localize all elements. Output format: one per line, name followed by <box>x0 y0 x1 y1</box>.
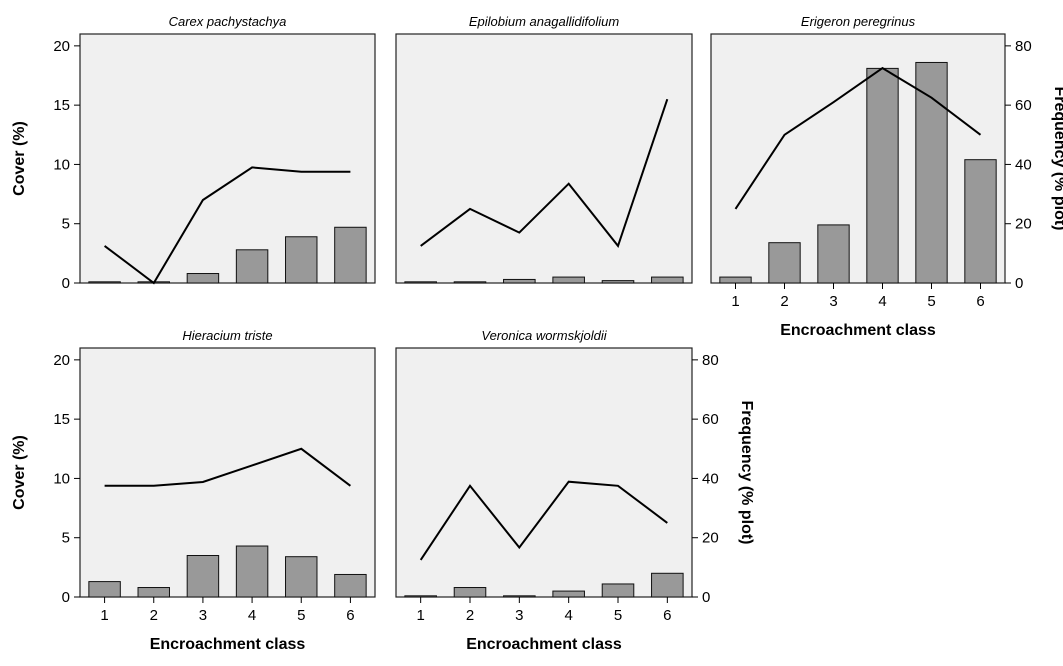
panel-4-x-tick-label-6: 6 <box>346 607 354 624</box>
panel-1-cover-bar-3 <box>186 273 220 284</box>
panel-1-plot-area <box>79 33 376 284</box>
panel-3-cover-bar-3 <box>817 224 850 284</box>
panel-3-x-axis-label: Encroachment class <box>780 322 936 339</box>
panel-2-cover-bar-5 <box>601 280 635 284</box>
panel-3-plot-area <box>710 33 1006 284</box>
panel-3-right-tick-label: 60 <box>1015 97 1032 114</box>
panel-1-left-tick-label: 10 <box>53 156 70 173</box>
panel-4-x-tick-label-4: 4 <box>248 607 256 624</box>
panel-2-cover-bar-4 <box>552 276 585 284</box>
panel-2-title: Epilobium anagallidifolium <box>469 14 619 29</box>
panel-5-right-tick-label: 40 <box>702 470 719 487</box>
panel-3-cover-bar-6 <box>964 159 997 284</box>
panel-1-cover-bar-6 <box>334 226 367 284</box>
panel-3-x-tick-label-6: 6 <box>976 293 984 310</box>
panel-3-frequency-line <box>734 66 982 210</box>
panel-5-title: Veronica wormskjoldii <box>481 328 607 343</box>
panel-5-cover-bar-5 <box>601 583 635 598</box>
panel-4-left-tick-label: 20 <box>53 352 70 369</box>
panel-4-x-tick-label-3: 3 <box>199 607 207 624</box>
panel-5-x-tick-label-2: 2 <box>466 607 474 624</box>
panel-4-cover-bar-6 <box>334 573 367 598</box>
panel-4-x-tick-label-2: 2 <box>150 607 158 624</box>
panel-5-right-tick-label: 80 <box>702 352 719 369</box>
panel-1-cover-axis-label: Cover (%) <box>11 121 28 196</box>
panel-2: Epilobium anagallidifolium <box>395 14 693 284</box>
panel-1-left-tick-label: 0 <box>62 275 70 292</box>
panel-5-x-axis-label: Encroachment class <box>466 636 622 653</box>
panel-4-left-tick-label: 10 <box>53 470 70 487</box>
panel-5-right-tick-label: 60 <box>702 411 719 428</box>
panel-5-x-tick-label-3: 3 <box>515 607 523 624</box>
panel-5: Veronica wormskjoldii 0 20 40 60 80 Frequency … <box>395 328 755 653</box>
panel-3-x-tick-label-2: 2 <box>780 293 788 310</box>
panel-4-left-tick-label: 15 <box>53 411 70 428</box>
panel-5-cover-bar-6 <box>651 572 684 598</box>
panel-3-title: Erigeron peregrinus <box>801 14 916 29</box>
panel-2-cover-bar-3 <box>503 278 536 284</box>
panel-4: Hieracium triste 0 5 10 15 20 Cover (%) 1 2 3 4 5 6 E… <box>11 328 376 653</box>
panel-3-right-tick-label: 20 <box>1015 216 1032 233</box>
panel-2-cover-bar-2 <box>453 281 487 284</box>
panel-5-x-tick-label-4: 4 <box>564 607 572 624</box>
panel-1-frequency-line <box>103 166 351 285</box>
panel-5-cover-bar-2 <box>453 587 487 598</box>
panel-4-cover-bar-5 <box>285 556 318 598</box>
panel-5-x-tick-label-5: 5 <box>614 607 622 624</box>
panel-3-frequency-axis-label: Frequency (% plot) <box>1051 86 1063 230</box>
panel-5-cover-bar-4 <box>552 590 585 598</box>
panel-4-cover-bar-1 <box>88 581 121 598</box>
panel-1-left-tick-label: 20 <box>53 38 70 55</box>
panel-1: Carex pachystachya 0 5 10 15 20 Cover (%) <box>11 14 376 292</box>
panel-2-cover-bar-6 <box>651 276 684 284</box>
panel-1-title: Carex pachystachya <box>169 14 287 29</box>
panel-2-frequency-line <box>420 98 669 248</box>
panel-3-right-tick-label: 80 <box>1015 38 1032 55</box>
panel-3-x-tick-label-3: 3 <box>829 293 837 310</box>
panel-4-frequency-line <box>104 447 352 487</box>
panel-1-left-tick-label: 5 <box>62 216 70 233</box>
panel-4-cover-bar-4 <box>235 545 269 598</box>
panel-3-cover-bar-2 <box>768 242 801 284</box>
panel-4-cover-bar-3 <box>186 555 220 598</box>
panel-4-cover-bar-2 <box>137 587 170 598</box>
panel-3-right-tick-label: 0 <box>1015 275 1023 292</box>
panel-3-cover-bar-4 <box>866 67 899 284</box>
panel-1-cover-bar-4 <box>235 249 269 284</box>
panel-5-frequency-axis-label: Frequency (% plot) <box>738 400 755 544</box>
panel-4-x-axis-label: Encroachment class <box>150 636 306 653</box>
panel-3-x-tick-label-5: 5 <box>927 293 935 310</box>
panel-5-plot-area <box>395 347 693 598</box>
panel-2-plot-area <box>395 33 693 284</box>
panel-4-cover-axis-label: Cover (%) <box>11 435 28 510</box>
panel-2-cover-bar-1 <box>404 281 437 284</box>
panel-4-plot-area <box>79 347 376 598</box>
panel-4-left-tick-label: 0 <box>62 589 70 606</box>
panel-3-cover-bar-5 <box>915 61 948 284</box>
panel-1-cover-bar-1 <box>88 281 121 284</box>
panel-3-right-tick-label: 40 <box>1015 156 1032 173</box>
panel-1-cover-bar-5 <box>285 236 318 284</box>
panel-3-cover-bar-1 <box>719 276 752 284</box>
panel-5-x-tick-label-1: 1 <box>416 607 424 624</box>
panel-3: Erigeron peregrinus 0 20 40 60 80 Frequency (%… <box>710 14 1063 339</box>
panel-3-x-tick-label-4: 4 <box>878 293 886 310</box>
panel-5-right-tick-label: 0 <box>702 589 710 606</box>
panel-4-left-tick-label: 5 <box>62 530 70 547</box>
panel-5-right-tick-label: 20 <box>702 530 719 547</box>
panel-1-left-tick-label: 15 <box>53 97 70 114</box>
panel-5-x-tick-label-6: 6 <box>663 607 671 624</box>
panel-5-cover-bar-3 <box>503 595 536 598</box>
panel-4-x-tick-label-1: 1 <box>100 607 108 624</box>
panel-5-frequency-line <box>419 480 668 561</box>
panel-3-x-tick-label-1: 1 <box>731 293 739 310</box>
panel-4-x-tick-label-5: 5 <box>297 607 305 624</box>
panel-4-title: Hieracium triste <box>182 328 272 343</box>
panel-5-cover-bar-1 <box>404 595 437 598</box>
